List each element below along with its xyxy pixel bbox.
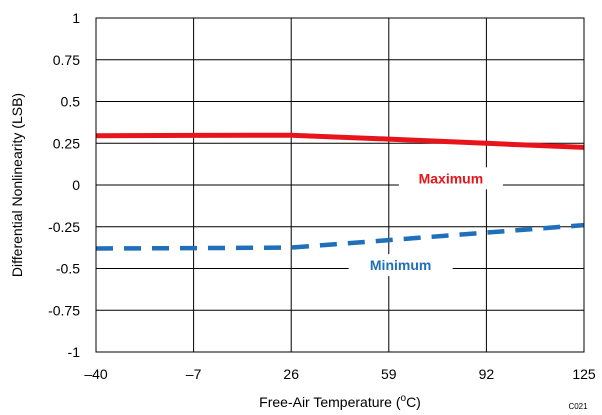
y-tick-label: 0.25 bbox=[53, 135, 80, 151]
x-axis-title-start: Free-Air Temperature ( bbox=[259, 394, 401, 410]
y-tick-label: -0.25 bbox=[48, 219, 80, 235]
x-axis-title-superscript: o bbox=[401, 393, 407, 404]
grid-lines bbox=[95, 17, 585, 353]
y-tick-label: 0.5 bbox=[61, 94, 81, 110]
y-tick-label: 0 bbox=[72, 177, 80, 193]
x-tick-label: 125 bbox=[572, 366, 596, 382]
series-annotations: Maximum Minimum bbox=[348, 167, 503, 277]
x-tick-label: 26 bbox=[283, 366, 299, 382]
y-tick-label: 0.75 bbox=[53, 52, 80, 68]
x-tick-label: –7 bbox=[186, 366, 202, 382]
series-line-minimum bbox=[95, 222, 585, 251]
y-axis-title: Differential Nonlinearity (LSB) bbox=[9, 93, 25, 277]
plot-area-frame bbox=[95, 17, 585, 353]
x-axis-tick-labels: –40 –7 26 59 92 125 bbox=[84, 366, 596, 382]
y-axis-tick-labels: 1 0.75 0.5 0.25 0 -0.25 -0.5 -0.75 -1 bbox=[48, 10, 80, 360]
series-line-maximum bbox=[95, 132, 585, 150]
x-tick-label: 92 bbox=[479, 366, 495, 382]
annotation-background bbox=[348, 254, 453, 277]
x-tick-label: 59 bbox=[381, 366, 397, 382]
x-tick-label: –40 bbox=[84, 366, 108, 382]
annotation-label-minimum: Minimum bbox=[370, 257, 431, 273]
x-axis-title: Free-Air Temperature (oC) bbox=[259, 393, 421, 410]
annotation-background bbox=[398, 167, 503, 190]
figure-code: C021 bbox=[568, 402, 588, 411]
annotation-label-maximum: Maximum bbox=[419, 170, 484, 186]
x-axis-title-end: C) bbox=[406, 394, 421, 410]
y-tick-label: -0.5 bbox=[56, 261, 80, 277]
series-lines bbox=[95, 132, 585, 251]
y-tick-label: 1 bbox=[72, 10, 80, 26]
y-tick-label: -0.75 bbox=[48, 302, 80, 318]
y-tick-label: -1 bbox=[68, 344, 81, 360]
